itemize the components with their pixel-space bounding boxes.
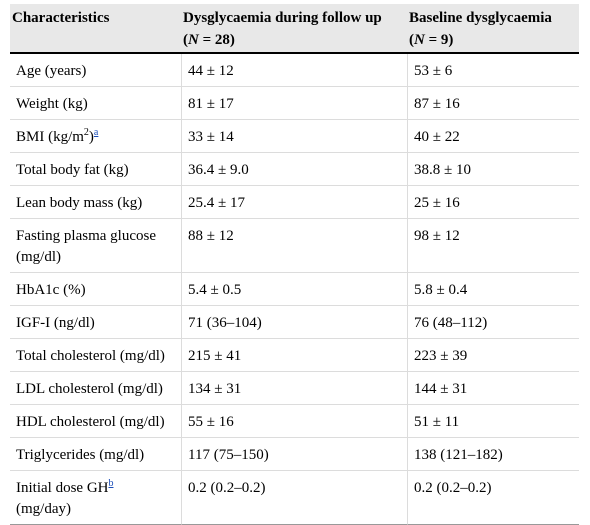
row-label: Fasting plasma glucose (mg/dl) [10,219,181,273]
followup-value: 71 (36–104) [181,306,407,339]
row-label: Triglycerides (mg/dl) [10,438,181,471]
baseline-value: 144 ± 31 [407,372,579,405]
followup-value: 134 ± 31 [181,372,407,405]
followup-value: 25.4 ± 17 [181,186,407,219]
table-row: Fasting plasma glucose (mg/dl) 88 ± 12 9… [10,219,579,273]
table-row: IGF-I (ng/dl) 71 (36–104) 76 (48–112) [10,306,579,339]
followup-value: 36.4 ± 9.0 [181,153,407,186]
row-label-text: Triglycerides (mg/dl) [16,447,145,463]
baseline-value: 38.8 ± 10 [407,153,579,186]
baseline-value: 138 (121–182) [407,438,579,471]
baseline-value: 53 ± 6 [407,54,579,87]
row-label-text: HbA1c (%) [16,282,86,298]
characteristics-table: Characteristics Dysglycaemia during foll… [10,4,579,525]
baseline-value: 40 ± 22 [407,120,579,153]
baseline-value: 223 ± 39 [407,339,579,372]
row-label-text: Weight (kg) [16,96,88,112]
table-row: BMI (kg/m2)a 33 ± 14 40 ± 22 [10,120,579,153]
row-label-text: LDL cholesterol (mg/dl) [16,381,163,397]
followup-value: 44 ± 12 [181,54,407,87]
table-row: HDL cholesterol (mg/dl) 55 ± 16 51 ± 11 [10,405,579,438]
row-label: IGF-I (ng/dl) [10,306,181,339]
table-body: Age (years) 44 ± 12 53 ± 6 Weight (kg) 8… [10,54,579,525]
header-baseline-paren: ( [409,32,414,48]
table-row: Lean body mass (kg) 25.4 ± 17 25 ± 16 [10,186,579,219]
header-followup-n-label: N [188,32,199,48]
row-label-text: Initial dose GH [16,480,109,496]
header-row: Characteristics Dysglycaemia during foll… [10,4,579,54]
row-label: BMI (kg/m2)a [10,120,181,153]
table-header: Characteristics Dysglycaemia during foll… [10,4,579,54]
baseline-value: 51 ± 11 [407,405,579,438]
header-baseline-n-value: = 9) [424,32,454,48]
table-row: Total body fat (kg) 36.4 ± 9.0 38.8 ± 10 [10,153,579,186]
table-row: Initial dose GHb (mg/day) 0.2 (0.2–0.2) 0… [10,471,579,525]
followup-value: 215 ± 41 [181,339,407,372]
followup-value: 55 ± 16 [181,405,407,438]
row-label-text: Fasting plasma glucose (mg/dl) [16,228,156,265]
followup-value: 81 ± 17 [181,87,407,120]
footnote-a-link[interactable]: a [93,127,99,138]
row-label-close: ) [88,129,94,145]
header-baseline-title: Baseline dysglycaemia [409,10,552,26]
row-label: Initial dose GHb (mg/day) [10,471,181,525]
row-label: HbA1c (%) [10,273,181,306]
row-label-text: Total cholesterol (mg/dl) [16,348,165,364]
header-followup-title: Dysglycaemia during follow up [183,10,382,26]
table-row: HbA1c (%) 5.4 ± 0.5 5.8 ± 0.4 [10,273,579,306]
followup-value: 117 (75–150) [181,438,407,471]
table-row: Triglycerides (mg/dl) 117 (75–150) 138 (… [10,438,579,471]
table-row: LDL cholesterol (mg/dl) 134 ± 31 144 ± 3… [10,372,579,405]
header-characteristics: Characteristics [10,4,181,54]
header-baseline-dysglycaemia: Baseline dysglycaemia (N = 9) [407,4,579,54]
baseline-value: 25 ± 16 [407,186,579,219]
table-row: Age (years) 44 ± 12 53 ± 6 [10,54,579,87]
row-label-text: IGF-I (ng/dl) [16,315,95,331]
header-dysglycaemia-followup: Dysglycaemia during follow up (N = 28) [181,4,407,54]
row-label-text: HDL cholesterol (mg/dl) [16,414,165,430]
baseline-value: 0.2 (0.2–0.2) [407,471,579,525]
row-label: Total body fat (kg) [10,153,181,186]
row-label: Age (years) [10,54,181,87]
header-followup-paren: ( [183,32,188,48]
row-label: Weight (kg) [10,87,181,120]
row-label: Lean body mass (kg) [10,186,181,219]
row-label: Total cholesterol (mg/dl) [10,339,181,372]
row-label-text: Age (years) [16,63,87,79]
followup-value: 88 ± 12 [181,219,407,273]
table-row: Weight (kg) 81 ± 17 87 ± 16 [10,87,579,120]
followup-value: 5.4 ± 0.5 [181,273,407,306]
baseline-value: 87 ± 16 [407,87,579,120]
header-baseline-n-label: N [414,32,425,48]
baseline-value: 98 ± 12 [407,219,579,273]
table-row: Total cholesterol (mg/dl) 215 ± 41 223 ±… [10,339,579,372]
row-label-text: BMI (kg/m [16,129,84,145]
row-label-text: Total body fat (kg) [16,162,129,178]
followup-value: 0.2 (0.2–0.2) [181,471,407,525]
characteristics-table-container: Characteristics Dysglycaemia during foll… [10,4,579,525]
row-label-unit: (mg/day) [16,501,71,517]
row-label-superscript: 2 [83,127,89,138]
footnote-b-link[interactable]: b [108,478,114,489]
row-label: LDL cholesterol (mg/dl) [10,372,181,405]
header-characteristics-label: Characteristics [12,10,110,26]
baseline-value: 5.8 ± 0.4 [407,273,579,306]
header-followup-n-value: = 28) [198,32,235,48]
followup-value: 33 ± 14 [181,120,407,153]
row-label: HDL cholesterol (mg/dl) [10,405,181,438]
row-label-text: Lean body mass (kg) [16,195,143,211]
baseline-value: 76 (48–112) [407,306,579,339]
